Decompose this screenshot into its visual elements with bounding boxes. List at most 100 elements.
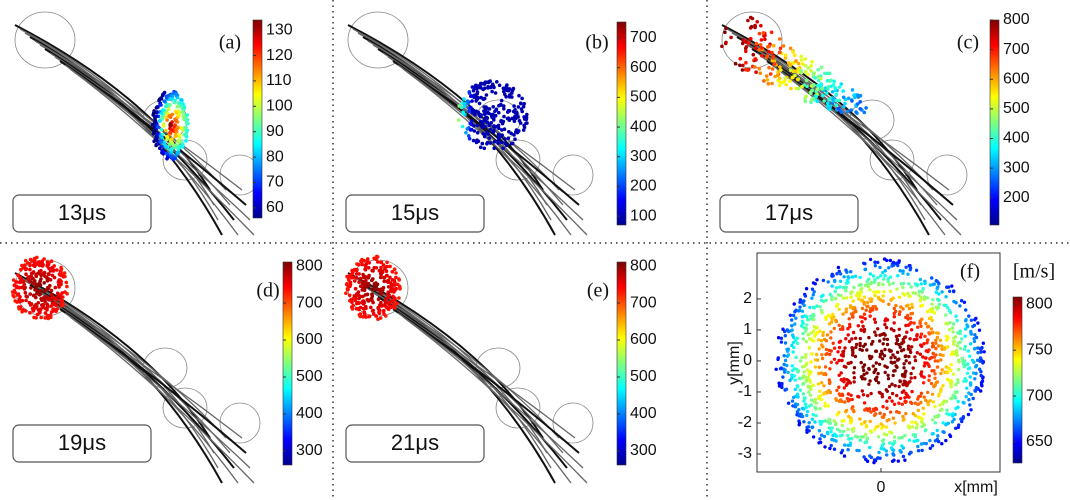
particle [831, 96, 836, 101]
particle [844, 289, 848, 293]
particle [169, 154, 173, 159]
particle [488, 122, 492, 127]
particle [868, 309, 872, 314]
particle [357, 313, 362, 317]
particle [975, 358, 980, 362]
particle [935, 380, 940, 384]
particle [28, 267, 32, 272]
colorbar-tick-label: 600 [1003, 70, 1030, 87]
particle [937, 302, 941, 307]
particle [816, 74, 821, 79]
particle [830, 90, 835, 94]
particle [754, 41, 759, 46]
particle [814, 401, 818, 405]
particle [180, 98, 184, 102]
particle [861, 344, 866, 348]
particle [981, 376, 985, 380]
particle [802, 399, 806, 403]
particle [358, 284, 363, 288]
fiber [766, 60, 954, 206]
particle [358, 294, 362, 299]
particle [749, 24, 754, 29]
particle [867, 407, 872, 411]
particle [846, 433, 850, 438]
particle [976, 351, 980, 355]
particle [876, 276, 880, 280]
particle [834, 304, 839, 308]
particle [864, 432, 868, 437]
particle [501, 86, 506, 91]
particle [862, 110, 867, 115]
tube-ring [495, 139, 541, 181]
particle [840, 433, 844, 437]
particle [159, 134, 163, 139]
particle [893, 421, 897, 425]
particle [898, 396, 903, 401]
particle [845, 382, 849, 386]
particle [834, 422, 838, 427]
particle [862, 295, 867, 299]
colorbar-tick-label: 80 [266, 148, 284, 165]
particle [849, 305, 853, 309]
particle [183, 117, 188, 122]
colorbar-tick-label: 800 [1003, 11, 1030, 28]
particle [471, 88, 476, 93]
particle [910, 401, 914, 406]
particle [881, 342, 885, 346]
particle [896, 459, 900, 463]
particle [854, 309, 858, 314]
particle [772, 62, 777, 66]
particle [374, 266, 379, 270]
particle [507, 118, 512, 122]
particle [177, 133, 182, 137]
particle [791, 333, 795, 337]
particle [909, 371, 913, 376]
particle [826, 390, 830, 394]
particle [371, 300, 375, 305]
particle [923, 281, 927, 286]
particle [376, 260, 380, 264]
colorbar [989, 19, 1000, 226]
fiber [54, 304, 243, 439]
particle [919, 400, 923, 405]
particle [906, 303, 910, 307]
particle [804, 405, 808, 410]
particle [385, 260, 389, 265]
particle [783, 56, 788, 60]
particle [754, 70, 758, 74]
particle [804, 94, 808, 99]
particle [499, 119, 504, 123]
colorbar-tick-label: 200 [1003, 189, 1030, 206]
particle [476, 110, 480, 114]
particle [928, 446, 932, 450]
particle [931, 431, 935, 436]
particle [18, 299, 22, 304]
particle [753, 65, 757, 69]
particle [849, 295, 853, 299]
particle [819, 397, 824, 402]
particle [949, 385, 953, 389]
particle [31, 309, 35, 313]
particle [826, 280, 830, 284]
particle [948, 320, 952, 325]
particle [881, 270, 885, 275]
particle [860, 348, 864, 352]
particle [512, 133, 516, 137]
particle [50, 297, 54, 302]
particle [831, 341, 835, 345]
particle [497, 83, 502, 88]
particle [853, 274, 858, 278]
particle [897, 357, 901, 361]
particle [848, 325, 852, 329]
colorbar-tick-label: 100 [266, 98, 293, 115]
particle [883, 319, 887, 323]
particle [50, 265, 54, 270]
particle [374, 314, 378, 318]
particle [168, 122, 173, 126]
particle [32, 263, 37, 268]
particle [921, 421, 925, 425]
particle [822, 391, 826, 395]
particle [880, 349, 884, 353]
particle [925, 325, 930, 329]
particle [800, 315, 805, 319]
